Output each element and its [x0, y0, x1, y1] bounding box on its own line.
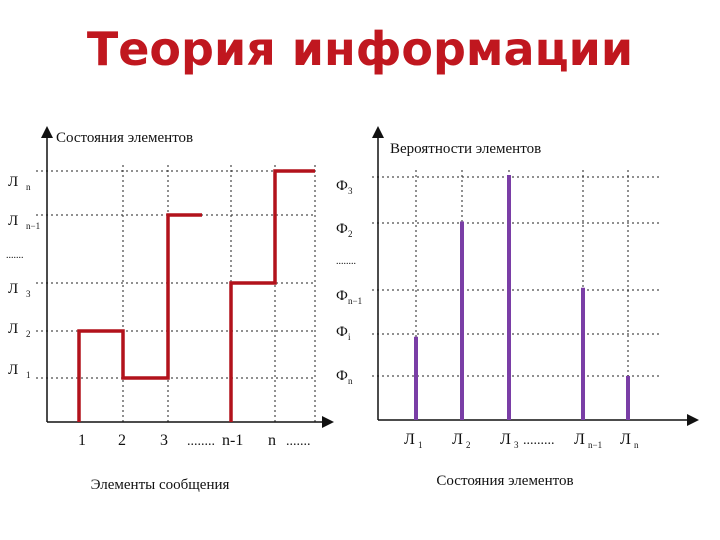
- right-y-tick-1: Ф: [336, 178, 348, 194]
- left-y-tick-2-subscript: n−1: [26, 221, 40, 231]
- right-x-tick-5: Л: [620, 431, 631, 448]
- right-y-tick-2: Ф: [336, 221, 348, 237]
- right-x-tick-3: Л: [500, 431, 511, 448]
- right-y-axis-title: Вероятности элементов: [390, 141, 541, 157]
- left-x-tick-n-1: n-1: [222, 432, 243, 449]
- left-y-tick-5-subscript: 1: [26, 370, 31, 380]
- right-x-tick-1-subscript: 1: [418, 440, 423, 450]
- left-y-tick-1: Л: [8, 174, 18, 190]
- left-y-tick-3-subscript: 3: [26, 289, 31, 299]
- left-x-tick-1: 1: [78, 432, 86, 449]
- left-x-axis-title: Элементы сообщения: [91, 477, 230, 493]
- left-y-tick-4-subscript: 2: [26, 329, 31, 339]
- right-y-tick-4: Ф: [336, 324, 348, 340]
- step-line: [77, 169, 315, 422]
- slide-title: Теория информации: [86, 22, 634, 76]
- right-y-tick-1-subscript: 3: [348, 186, 353, 196]
- right-x-tick-3-subscript: 3: [514, 440, 519, 450]
- right-y-ticks: Ф 3 Ф 2 ........ Ф n−1 Ф i Ф n: [336, 178, 362, 386]
- right-x-tick-4-subscript: n−1: [588, 440, 602, 450]
- left-chart: Состояния элементов Элементы сообщения Л…: [6, 126, 334, 493]
- right-y-tick-2-subscript: 2: [348, 229, 353, 239]
- left-y-tick-4: Л: [8, 321, 18, 337]
- right-x-tick-1: Л: [404, 431, 415, 448]
- left-y-tick-2: Л: [8, 213, 18, 229]
- right-x-tick-4: Л: [574, 431, 585, 448]
- right-y-tick-3: Ф: [336, 288, 348, 304]
- left-x-tick-trailing-dots: .......: [286, 434, 311, 449]
- right-y-tick-3-subscript: n−1: [348, 296, 362, 306]
- right-y-tick-5: Ф: [336, 368, 348, 384]
- right-x-ticks: Л 1 Л 2 Л 3 ......... Л n−1 Л n: [404, 431, 639, 450]
- right-chart: Вероятности элементов Состояния элементо…: [336, 126, 699, 489]
- left-x-ticks: 1 2 3 ........ n-1 n .......: [78, 432, 311, 449]
- left-x-tick-3: 3: [160, 432, 168, 449]
- left-y-tick-dots: .......: [6, 250, 24, 261]
- right-y-tick-5-subscript: n: [348, 376, 353, 386]
- left-y-tick-3: Л: [8, 281, 18, 297]
- right-x-tick-2: Л: [452, 431, 463, 448]
- right-x-tick-5-subscript: n: [634, 440, 639, 450]
- right-x-tick-2-subscript: 2: [466, 440, 471, 450]
- left-y-tick-5: Л: [8, 362, 18, 378]
- left-y-tick-1-subscript: n: [26, 182, 31, 192]
- left-x-tick-2: 2: [118, 432, 126, 449]
- left-x-tick-n: n: [268, 432, 276, 449]
- right-x-axis-title: Состояния элементов: [436, 473, 573, 489]
- left-y-ticks: Л n Л n−1 ....... Л 3 Л 2 Л 1: [6, 174, 40, 380]
- left-x-tick-dots: ........: [187, 434, 215, 449]
- right-y-tick-dots: ........: [336, 256, 356, 267]
- probability-bars: [414, 175, 630, 420]
- right-y-tick-4-subscript: i: [348, 332, 351, 342]
- left-y-axis-title: Состояния элементов: [56, 130, 193, 146]
- right-x-tick-dots: .........: [523, 433, 555, 448]
